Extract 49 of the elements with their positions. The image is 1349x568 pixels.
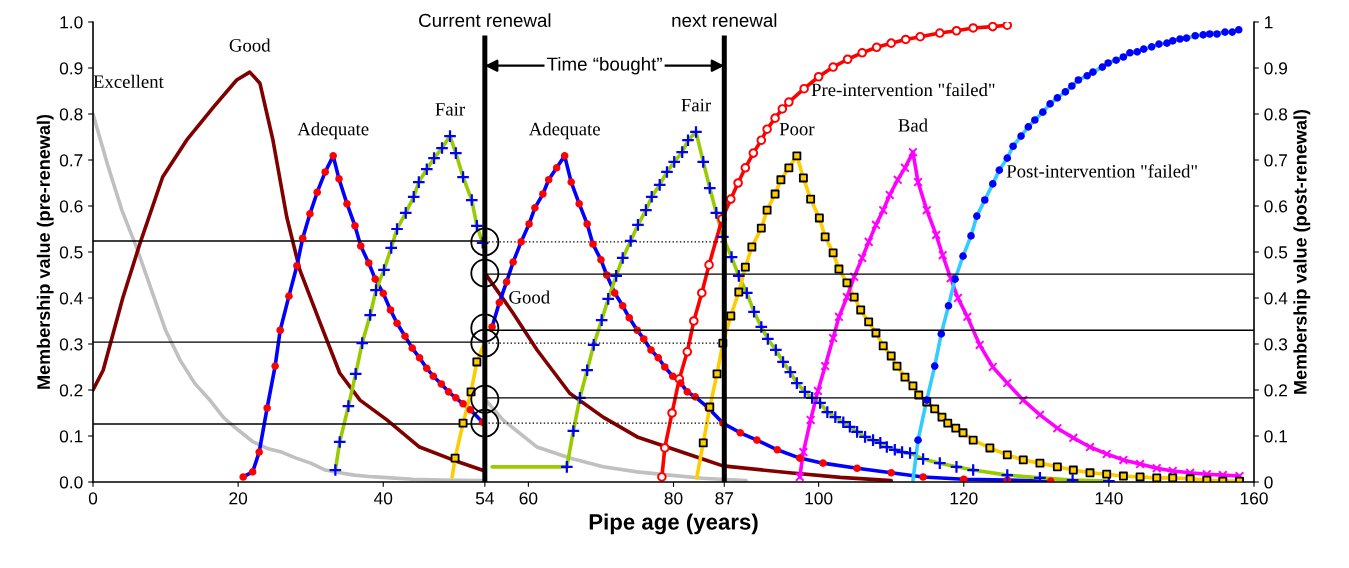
- y-tick-label: 0.6: [59, 200, 83, 213]
- x-tick-label: 80: [664, 492, 683, 505]
- x-tick-label: 87: [715, 492, 734, 505]
- y-tick-label: 0.4: [59, 292, 83, 305]
- annotation: Adequate: [297, 122, 369, 140]
- annotation: Post-intervention "failed": [1006, 164, 1197, 178]
- annotation: Poor: [779, 122, 815, 136]
- annotation: Fair: [435, 103, 465, 116]
- ref-line-label: next renewal: [672, 13, 777, 28]
- x-axis-title: Pipe age (years): [589, 513, 758, 535]
- y-tick-label: 0.1: [59, 430, 83, 443]
- y2-tick-label: 0.6: [1264, 200, 1288, 213]
- x-tick-label: 160: [1240, 492, 1268, 505]
- y2-tick-label: 0: [1264, 476, 1273, 489]
- annotation: Pre-intervention "failed": [811, 82, 995, 97]
- y-tick-label: 0.8: [59, 108, 83, 121]
- x-tick-label: 60: [519, 492, 538, 505]
- y2-tick-label: 0.3: [1264, 338, 1288, 351]
- y2-tick-label: 0.2: [1264, 384, 1287, 397]
- y2-tick-label: 0.5: [1264, 246, 1288, 259]
- y2-tick-label: 0.8: [1264, 108, 1288, 121]
- annotation: Adequate: [528, 122, 600, 140]
- y-axis-title: Membership value (pre-renewal): [36, 114, 54, 389]
- y2-tick-label: 0.7: [1264, 154, 1287, 167]
- y-tick-label: 1.0: [60, 16, 83, 29]
- annotation: Time “bought”: [546, 56, 662, 75]
- y2-tick-label: 0.9: [1264, 62, 1288, 75]
- ref-line-label: Current renewal: [419, 13, 551, 28]
- x-tick-label: 0: [88, 492, 98, 505]
- x-tick-label: 140: [1095, 492, 1123, 505]
- y2-tick-label: 0.1: [1264, 430, 1288, 443]
- x-tick-label: 54: [475, 492, 494, 505]
- x-tick-label: 100: [805, 492, 833, 505]
- y2-tick-label: 0.4: [1264, 292, 1288, 305]
- y2-axis-title: Membership value (post-renewal): [1293, 109, 1311, 394]
- y-tick-label: 0.5: [59, 246, 83, 259]
- annotation: Bad: [898, 118, 928, 132]
- annotation: Fair: [681, 98, 711, 112]
- annotation: Good: [509, 290, 550, 304]
- annotation: Good: [229, 38, 271, 52]
- y2-tick-label: 1: [1265, 16, 1273, 29]
- y-tick-label: 0.2: [59, 384, 83, 397]
- x-tick-label: 120: [950, 492, 978, 505]
- y-tick-label: 0.9: [59, 62, 83, 75]
- x-tick-label: 40: [373, 492, 393, 505]
- x-tick-label: 20: [229, 492, 248, 505]
- y-tick-label: 0.3: [59, 338, 83, 351]
- y-tick-label: 0.7: [59, 154, 83, 167]
- y-tick-label: 0.0: [59, 476, 83, 489]
